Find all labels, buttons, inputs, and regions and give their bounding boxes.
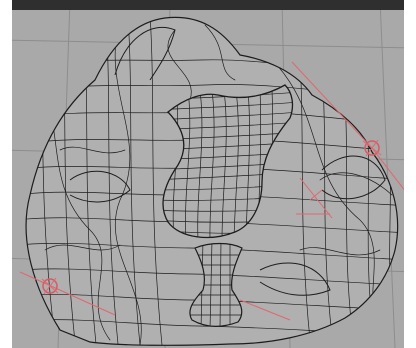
- vase-body-outline: [162, 84, 294, 239]
- tick-marker-left: [41, 277, 59, 295]
- viewport-frame-right: [404, 0, 416, 348]
- tick-marker-right: [362, 139, 382, 157]
- vase-base[interactable]: [180, 240, 255, 330]
- viewport-frame-left: [0, 0, 12, 348]
- vase-body-fill: [163, 85, 293, 238]
- guide-line-left[interactable]: [19, 271, 116, 316]
- tick-marker-mid: [296, 189, 330, 215]
- leaf-outline-top: [114, 26, 176, 81]
- leaf-outline-right: [321, 155, 386, 200]
- guide-line-bottom[interactable]: [239, 299, 291, 321]
- pivot-handle-right[interactable]: [364, 140, 380, 156]
- leaf-outline-bottom: [259, 262, 331, 296]
- guide-line-mid[interactable]: [299, 177, 333, 219]
- leaf-outline-left: [69, 170, 131, 203]
- vase-base-outline: [189, 242, 243, 327]
- top-edge-band: [0, 0, 416, 10]
- pivot-handle-left[interactable]: [42, 278, 58, 294]
- guide-line-top-right[interactable]: [291, 61, 373, 149]
